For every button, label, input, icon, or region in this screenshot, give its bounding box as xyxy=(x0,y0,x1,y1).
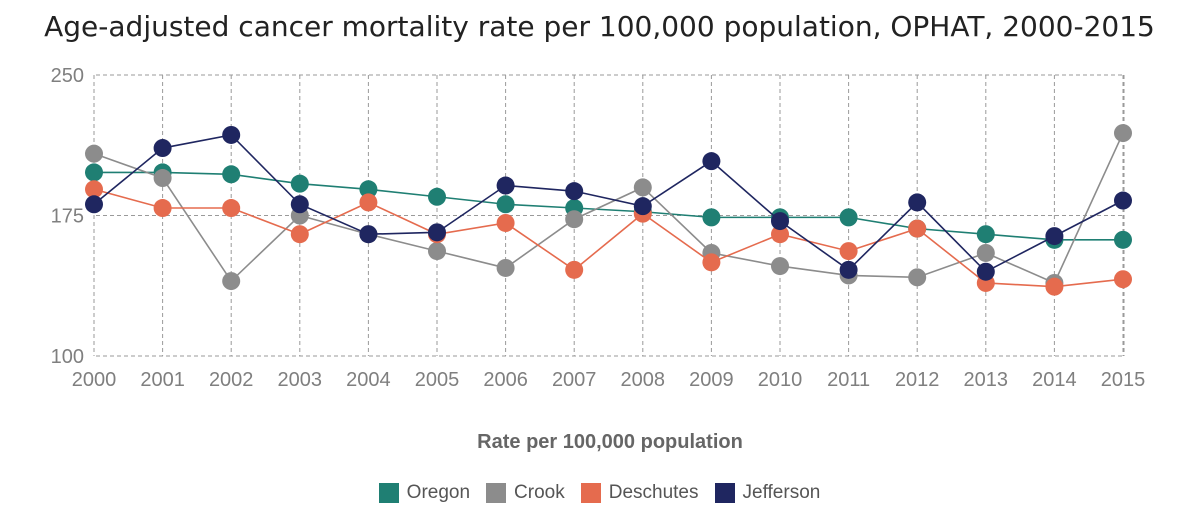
series-oregon xyxy=(85,163,1132,249)
data-point-deschutes xyxy=(359,193,378,212)
legend-label: Jefferson xyxy=(742,482,821,503)
x-tick-label: 2007 xyxy=(552,369,597,391)
data-point-deschutes xyxy=(222,199,241,218)
data-point-deschutes xyxy=(771,225,789,244)
legend-label: Crook xyxy=(514,482,565,503)
data-point-deschutes xyxy=(565,260,584,279)
legend-swatch-jefferson xyxy=(714,483,735,503)
data-point-jefferson xyxy=(771,212,789,231)
data-point-deschutes xyxy=(290,225,309,244)
data-point-jefferson xyxy=(1114,191,1132,210)
data-point-jefferson xyxy=(153,139,172,158)
legend: Oregon Crook Deschutes Jefferson xyxy=(0,482,1199,504)
data-point-deschutes xyxy=(153,199,172,218)
grid-lines xyxy=(93,74,1125,357)
x-tick-label: 2002 xyxy=(209,369,254,391)
legend-label: Oregon xyxy=(406,482,471,503)
series-line-oregon xyxy=(94,171,1123,241)
data-point-jefferson xyxy=(359,225,378,244)
y-tick-labels: 100 175 250 xyxy=(51,65,84,368)
x-tick-labels: 2000 2001 2002 2003 2004 2005 2006 2007 2008 2009… xyxy=(72,369,1146,391)
x-axis-title: Rate per 100,000 population xyxy=(477,431,743,453)
data-point-oregon xyxy=(976,225,995,244)
data-point-crook xyxy=(908,268,927,287)
data-point-crook xyxy=(496,258,515,277)
series-jefferson xyxy=(85,125,1132,281)
data-point-jefferson xyxy=(908,193,927,212)
data-point-deschutes xyxy=(839,242,858,261)
data-point-jefferson xyxy=(1045,227,1064,246)
x-tick-label: 2003 xyxy=(278,369,323,391)
x-tick-label: 2005 xyxy=(415,369,460,391)
legend-item-deschutes[interactable]: Deschutes xyxy=(580,482,699,504)
x-tick-label: 2008 xyxy=(621,369,666,391)
data-point-crook xyxy=(976,243,995,262)
data-point-deschutes xyxy=(85,180,103,199)
x-tick-label: 2009 xyxy=(689,369,734,391)
x-tick-label: 2000 xyxy=(72,369,117,391)
data-point-crook xyxy=(633,178,652,197)
x-tick-label: 2010 xyxy=(758,369,803,391)
legend-swatch-crook xyxy=(486,483,507,503)
data-point-oregon xyxy=(290,174,309,193)
data-point-jefferson xyxy=(222,125,241,144)
data-point-jefferson xyxy=(633,197,652,216)
series-group xyxy=(85,124,1132,296)
x-tick-label: 2015 xyxy=(1101,369,1146,391)
y-tick-label: 250 xyxy=(51,65,84,87)
data-point-jefferson xyxy=(496,176,515,195)
x-tick-label: 2004 xyxy=(346,369,391,391)
data-point-oregon xyxy=(428,187,446,206)
data-point-oregon xyxy=(496,195,515,214)
data-point-deschutes xyxy=(496,213,515,232)
series-line-jefferson xyxy=(93,134,1124,273)
data-point-crook xyxy=(1114,124,1132,143)
x-tick-label: 2014 xyxy=(1032,369,1077,391)
data-point-jefferson xyxy=(290,195,309,214)
data-point-crook xyxy=(771,257,789,276)
data-point-jefferson xyxy=(428,223,446,242)
data-point-jefferson xyxy=(976,262,995,281)
series-line-crook xyxy=(93,132,1124,284)
legend-item-crook[interactable]: Crook xyxy=(486,482,565,504)
data-point-jefferson xyxy=(85,195,103,214)
y-tick-label: 100 xyxy=(51,346,84,368)
data-point-deschutes xyxy=(702,253,721,272)
x-tick-label: 2011 xyxy=(827,369,870,391)
series-line-deschutes xyxy=(93,188,1124,288)
y-tick-label: 175 xyxy=(51,206,84,228)
legend-item-jefferson[interactable]: Jefferson xyxy=(714,482,821,504)
data-point-oregon xyxy=(839,208,858,227)
x-tick-label: 2013 xyxy=(964,369,1009,391)
chart-title: Age-adjusted cancer mortality rate per 1… xyxy=(44,10,1155,43)
legend-swatch-deschutes xyxy=(580,483,601,503)
data-point-oregon xyxy=(222,165,241,184)
legend-item-oregon[interactable]: Oregon xyxy=(378,482,471,504)
data-point-oregon xyxy=(702,208,721,227)
series-crook xyxy=(85,124,1132,292)
data-point-crook xyxy=(85,144,103,163)
data-point-deschutes xyxy=(1114,270,1132,289)
data-point-oregon xyxy=(1114,230,1132,249)
legend-swatch-oregon xyxy=(378,483,399,503)
x-tick-label: 2001 xyxy=(140,369,185,391)
data-point-crook xyxy=(222,272,241,291)
x-tick-label: 2006 xyxy=(483,369,528,391)
data-point-crook xyxy=(565,210,584,229)
legend-label: Deschutes xyxy=(608,482,699,503)
series-deschutes xyxy=(85,180,1132,296)
data-point-jefferson xyxy=(565,182,584,201)
data-point-crook xyxy=(153,169,172,188)
data-point-oregon xyxy=(359,180,378,199)
data-point-crook xyxy=(428,242,446,261)
data-point-deschutes xyxy=(908,219,927,238)
data-point-jefferson xyxy=(702,152,721,171)
data-point-deschutes xyxy=(1045,277,1064,296)
x-tick-label: 2012 xyxy=(895,369,940,391)
data-point-jefferson xyxy=(839,260,858,279)
data-point-oregon xyxy=(85,163,103,182)
